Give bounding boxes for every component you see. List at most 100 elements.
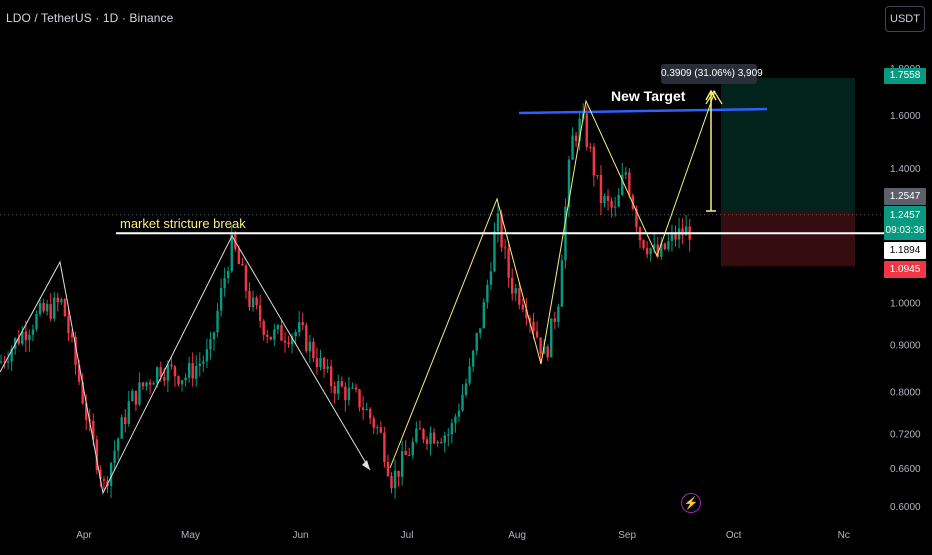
candle-body xyxy=(660,243,663,257)
arrow-head-icon xyxy=(705,89,723,105)
price-tick-label: 0.9000 xyxy=(890,340,921,351)
candle-body xyxy=(216,310,219,333)
candle-body xyxy=(10,348,13,362)
stop-zone[interactable] xyxy=(721,211,855,267)
candle-body xyxy=(560,260,564,307)
candle-body xyxy=(635,208,638,228)
candle-body xyxy=(312,341,315,359)
candle-body xyxy=(99,470,102,480)
lightning-bolt-icon[interactable]: ⚡ xyxy=(681,493,701,513)
candle-body xyxy=(535,331,539,338)
candle-body xyxy=(287,342,290,345)
candle-body xyxy=(408,454,411,456)
candle-body xyxy=(258,305,262,321)
candle-body xyxy=(308,341,312,352)
bar-countdown: 09:03:36 xyxy=(885,225,925,236)
candle-body xyxy=(21,331,24,344)
candle-body xyxy=(148,382,152,385)
candle-body xyxy=(386,462,390,476)
measure-readout: 0.3909 (31.06%) 3,909 xyxy=(661,64,763,84)
candle-body xyxy=(134,390,138,405)
candle-body xyxy=(429,432,432,445)
candle-body xyxy=(596,174,599,176)
candle-body xyxy=(326,366,329,369)
candle-body xyxy=(92,420,95,440)
candle-body xyxy=(298,322,301,333)
candle-body xyxy=(53,297,56,319)
candle-body xyxy=(38,303,42,315)
candle-body xyxy=(195,366,198,379)
candle-body xyxy=(599,174,603,204)
arrow-head-icon xyxy=(362,460,370,470)
candle-body xyxy=(3,361,6,363)
candle-body xyxy=(539,337,542,354)
candle-body xyxy=(404,450,407,455)
candle-body xyxy=(674,233,677,240)
candle-body xyxy=(376,427,379,429)
candle-body xyxy=(28,334,31,341)
candle-body xyxy=(656,244,659,257)
candle-body xyxy=(81,381,84,404)
time-tick-label: Jul xyxy=(401,530,414,541)
candle-body xyxy=(443,435,446,443)
candle-body xyxy=(557,306,560,322)
wave-path-white[interactable] xyxy=(0,234,371,495)
candle-body xyxy=(31,329,35,335)
candle-body xyxy=(450,423,454,435)
candle-body xyxy=(606,195,610,201)
candle-body xyxy=(219,288,223,311)
candle-body xyxy=(475,333,478,351)
candle-body xyxy=(163,376,166,381)
candle-body xyxy=(230,232,233,272)
candle-body xyxy=(280,325,283,341)
time-tick-label: May xyxy=(181,530,200,541)
candle-body xyxy=(17,338,20,344)
candle-body xyxy=(113,450,116,464)
candle-body xyxy=(447,434,450,436)
time-tick-label: Aug xyxy=(508,530,526,541)
candle-body xyxy=(152,382,155,385)
candle-body xyxy=(496,213,500,232)
candle-body xyxy=(500,213,503,248)
candle-body xyxy=(255,297,258,306)
candle-body xyxy=(191,363,194,379)
candle-body xyxy=(553,318,556,322)
candle-body xyxy=(45,304,49,312)
wave-path-yellow[interactable] xyxy=(389,90,716,469)
candle-body xyxy=(372,418,375,428)
candle-body xyxy=(361,407,365,410)
candle-body xyxy=(294,332,297,337)
candle-body xyxy=(248,290,251,308)
arrow-head-icon xyxy=(705,89,717,101)
candle-body xyxy=(77,364,81,382)
candle-body xyxy=(653,244,656,249)
candle-body xyxy=(67,316,70,334)
candle-body xyxy=(461,394,464,411)
candle-body xyxy=(351,387,354,389)
candle-body xyxy=(70,333,74,338)
candle-body xyxy=(642,240,645,249)
candle-body xyxy=(610,200,613,208)
profit-zone[interactable] xyxy=(721,77,855,212)
candle-body xyxy=(464,383,468,395)
candle-body xyxy=(525,309,528,319)
candle-body xyxy=(365,409,368,411)
time-tick-label: Sep xyxy=(618,530,636,541)
price-tick-label: 0.8000 xyxy=(890,387,921,398)
currency-button[interactable]: USDT xyxy=(885,6,925,32)
candle-body xyxy=(486,284,489,303)
candle-body xyxy=(184,377,187,381)
candle-body xyxy=(187,363,191,378)
candle-body xyxy=(645,248,649,255)
candle-body xyxy=(102,479,106,481)
candle-body xyxy=(6,361,10,363)
last-price-value: 1.2457 xyxy=(889,210,921,221)
candle-body xyxy=(283,340,287,343)
candle-body xyxy=(173,366,177,377)
candle-body xyxy=(550,318,553,358)
target-price-tag: 1.7558 xyxy=(884,68,926,84)
candle-body xyxy=(511,277,514,294)
target-line[interactable] xyxy=(518,107,768,115)
